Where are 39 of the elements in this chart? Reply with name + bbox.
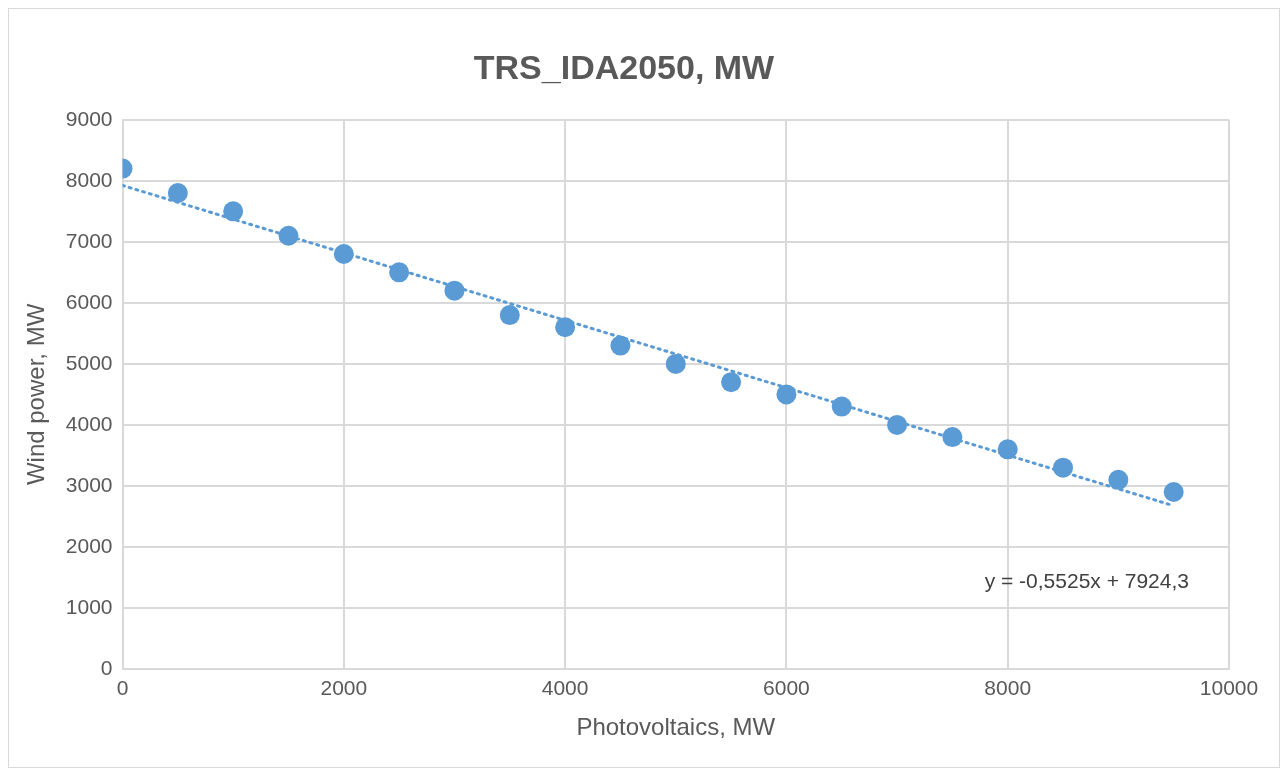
- point: [444, 280, 465, 301]
- x-tick-label: 4000: [541, 676, 589, 700]
- point: [610, 335, 631, 356]
- y-tick-label: 5000: [65, 350, 113, 374]
- point: [942, 427, 963, 448]
- chart-title: TRS_IDA2050, MW: [473, 47, 776, 86]
- y-tick-label: 1000: [65, 594, 113, 618]
- point: [223, 201, 244, 222]
- x-axis-title: Photovoltaics, MW: [576, 713, 776, 741]
- x-tick-label: 10000: [1199, 676, 1259, 700]
- x-tick-label: 6000: [763, 676, 810, 700]
- y-tick-label: 8000: [65, 167, 113, 191]
- point: [167, 183, 188, 204]
- point: [278, 225, 299, 246]
- point: [1053, 457, 1074, 478]
- annotation: y = -0,5525x + 7924,3: [984, 568, 1189, 592]
- point: [499, 305, 520, 326]
- y-tick-label: 7000: [65, 228, 113, 252]
- y-tick-label: 4000: [65, 411, 113, 435]
- point: [831, 396, 852, 417]
- y-tick-label: 3000: [65, 472, 113, 496]
- y-tick-label: 9000: [65, 106, 113, 130]
- y-tick-label: 2000: [65, 533, 113, 557]
- point: [887, 414, 908, 435]
- point: [721, 372, 742, 393]
- point: [555, 317, 576, 338]
- point: [665, 353, 686, 374]
- y-axis-title: Wind power, MW: [22, 303, 50, 486]
- point: [1163, 482, 1184, 503]
- x-tick-label: 2000: [320, 676, 368, 700]
- point: [776, 384, 797, 405]
- point: [389, 262, 410, 283]
- y-tick-label: 0: [100, 655, 113, 679]
- point: [997, 439, 1018, 460]
- point: [1108, 469, 1129, 490]
- point: [333, 244, 354, 265]
- y-tick-label: 6000: [65, 289, 113, 313]
- x-tick-label: 0: [116, 676, 129, 700]
- x-tick-label: 8000: [984, 676, 1032, 700]
